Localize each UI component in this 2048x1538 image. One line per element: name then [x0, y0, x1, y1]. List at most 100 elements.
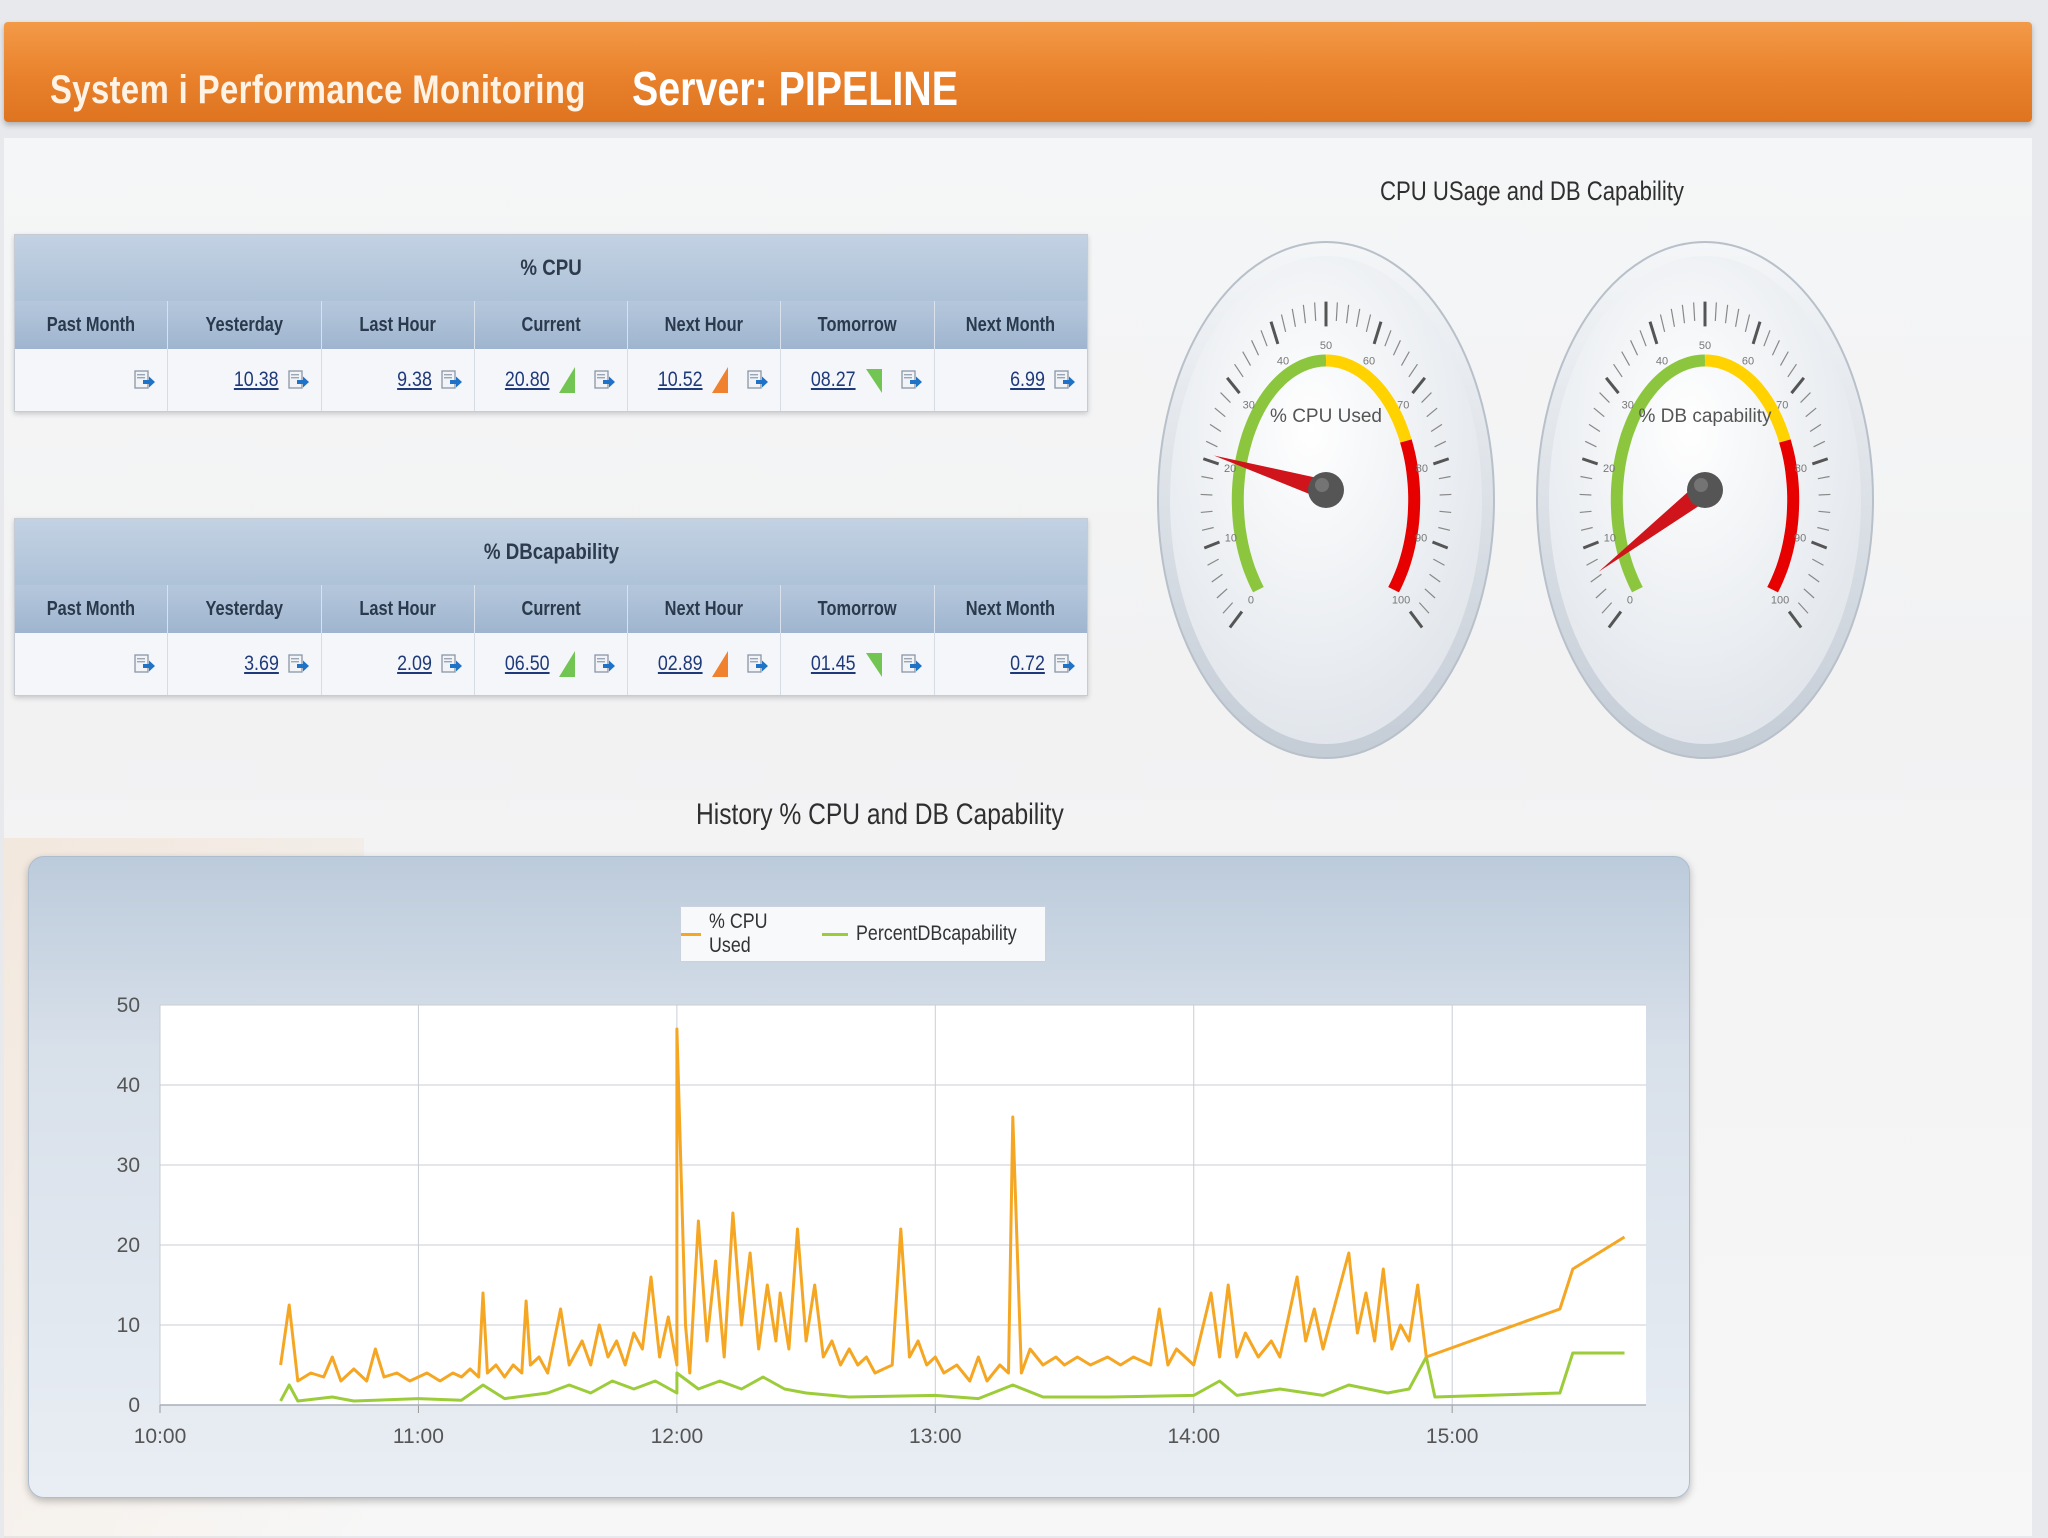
gauge-tick: [1200, 510, 1213, 514]
gauge-tick: [1216, 588, 1228, 599]
gauge-tick: [1408, 363, 1418, 378]
export-icon[interactable]: [440, 652, 464, 676]
db-table-header-row: Past Month Yesterday Last Hour Current Next …: [15, 585, 1087, 633]
export-icon[interactable]: [900, 652, 924, 676]
gauge-tick: [1812, 558, 1824, 566]
legend-item-cpu[interactable]: % CPU Used: [681, 910, 804, 958]
gauge-band-green: [1610, 354, 1706, 593]
gauge-tick-label: 80: [1416, 463, 1428, 475]
gauge-hub-highlight: [1315, 478, 1329, 492]
gauge-tick: [1604, 376, 1620, 395]
legend-label-cpu: % CPU Used: [708, 910, 768, 957]
db-value-link[interactable]: 01.45: [811, 652, 856, 675]
db-value-link[interactable]: 06.50: [504, 652, 550, 675]
gauge-tick-label: 60: [1742, 356, 1754, 368]
gauge-tick: [1260, 330, 1268, 347]
export-icon[interactable]: [287, 652, 311, 676]
app-title: System i Performance Monitoring: [50, 68, 586, 112]
cpu-col-header: Next Hour: [628, 301, 782, 349]
gauge-tick-label: 50: [1699, 340, 1711, 352]
gauge-band-yellow: [1325, 354, 1412, 443]
export-icon[interactable]: [593, 368, 617, 392]
cpu-table-header-row: Past Month Yesterday Last Hour Current Next …: [15, 301, 1087, 349]
export-icon[interactable]: [593, 652, 617, 676]
gauge-tick: [1779, 351, 1789, 366]
export-icon[interactable]: [746, 652, 770, 676]
export-icon[interactable]: [746, 368, 770, 392]
cpu-col-header: Past Month: [15, 301, 169, 349]
gauge-tick: [1269, 321, 1280, 345]
cpu-col-header: Current: [475, 301, 629, 349]
db-value-cell: 0.72: [935, 633, 1087, 695]
gauge-tick: [1763, 330, 1771, 347]
export-icon[interactable]: [1053, 368, 1077, 392]
cpu-col-header: Yesterday: [168, 301, 322, 349]
db-value-link[interactable]: 0.72: [1010, 652, 1045, 675]
db-value-link[interactable]: 02.89: [657, 652, 703, 675]
gauge-label: % DB capability: [1638, 406, 1772, 427]
cpu-value-link[interactable]: 9.38: [397, 368, 432, 391]
app-header: System i Performance Monitoring Server: …: [4, 22, 2032, 122]
legend-item-db[interactable]: PercentDBcapability: [821, 922, 1045, 946]
gauge-tick-label: 60: [1363, 356, 1375, 368]
gauge-tick: [1211, 573, 1223, 583]
cpu-value-cell: 6.99: [935, 349, 1087, 411]
export-icon[interactable]: [1053, 652, 1077, 676]
gauge-tick: [1439, 510, 1452, 514]
db-capability-gauge: 0 10 20 30 40 50 60 70 80 90 100 % DB capability: [1536, 241, 1874, 759]
gauge-tick: [1439, 493, 1452, 496]
cpu-value-link[interactable]: 20.80: [504, 368, 550, 391]
gauge-tick: [1335, 302, 1338, 321]
gauge-tick: [1431, 540, 1449, 550]
export-icon[interactable]: [133, 652, 157, 676]
gauge-tick: [1430, 423, 1443, 432]
gauge-label: % CPU Used: [1270, 406, 1382, 427]
legend-swatch-cpu: [681, 932, 701, 936]
export-icon[interactable]: [133, 368, 157, 392]
cpu-table-value-row: 10.38 9.38 20.80 10.52 08.27 6.99: [15, 349, 1087, 411]
cpu-value-cell: 10.38: [168, 349, 322, 411]
db-value-link[interactable]: 2.09: [397, 652, 432, 675]
cpu-value-cell: [15, 349, 169, 411]
gauge-tick: [1734, 308, 1740, 327]
cpu-value-link[interactable]: 10.52: [657, 368, 703, 391]
db-value-cell: 06.50: [475, 633, 629, 695]
gauge-band-green: [1231, 354, 1327, 593]
gauge-tick: [1580, 475, 1593, 480]
cpu-col-header: Next Month: [966, 314, 1056, 336]
gauge-tick: [1280, 314, 1287, 333]
gauge-tick-label: 50: [1320, 340, 1332, 352]
gauge-tick: [1418, 602, 1430, 614]
cpu-value-link[interactable]: 6.99: [1010, 368, 1045, 391]
gauge-tick: [1345, 304, 1350, 324]
gauge-tick-label: 70: [1776, 400, 1788, 412]
cpu-value-link[interactable]: 08.27: [811, 368, 856, 391]
cpu-value-cell: 10.52: [628, 349, 782, 411]
db-value-link[interactable]: 3.69: [243, 652, 279, 675]
cpu-col-header: Last Hour: [322, 301, 475, 349]
gauge-tick: [1214, 407, 1226, 418]
gauge-tick-label: 30: [1243, 400, 1255, 412]
gauge-tick: [1580, 526, 1593, 531]
gauge-tick: [1579, 493, 1592, 496]
export-icon[interactable]: [440, 368, 464, 392]
gauge-tick: [1242, 351, 1252, 366]
gauge-tick-label: 100: [1771, 595, 1789, 607]
gauge-band-yellow: [1704, 354, 1791, 443]
db-table-value-row: 3.69 2.09 06.50 02.89 01.45 0.72: [15, 633, 1087, 695]
gauge-tick: [1800, 392, 1811, 404]
gauge-tick: [1392, 340, 1401, 356]
chart-legend[interactable]: % CPU Used PercentDBcapability: [680, 906, 1046, 962]
export-icon[interactable]: [287, 368, 311, 392]
cpu-value-link[interactable]: 10.38: [233, 368, 279, 391]
gauge-tick: [1209, 423, 1222, 432]
gauge-tick: [1251, 340, 1260, 356]
gauge-tick: [1438, 475, 1451, 480]
cpu-value-cell: 08.27: [781, 349, 935, 411]
export-icon[interactable]: [900, 368, 924, 392]
gauge-tick: [1400, 351, 1410, 366]
gauge-tick: [1639, 330, 1647, 347]
gauge-tick: [1207, 558, 1219, 566]
gauge-tick-label: 20: [1603, 463, 1615, 475]
gauge-needle: [1213, 455, 1329, 500]
